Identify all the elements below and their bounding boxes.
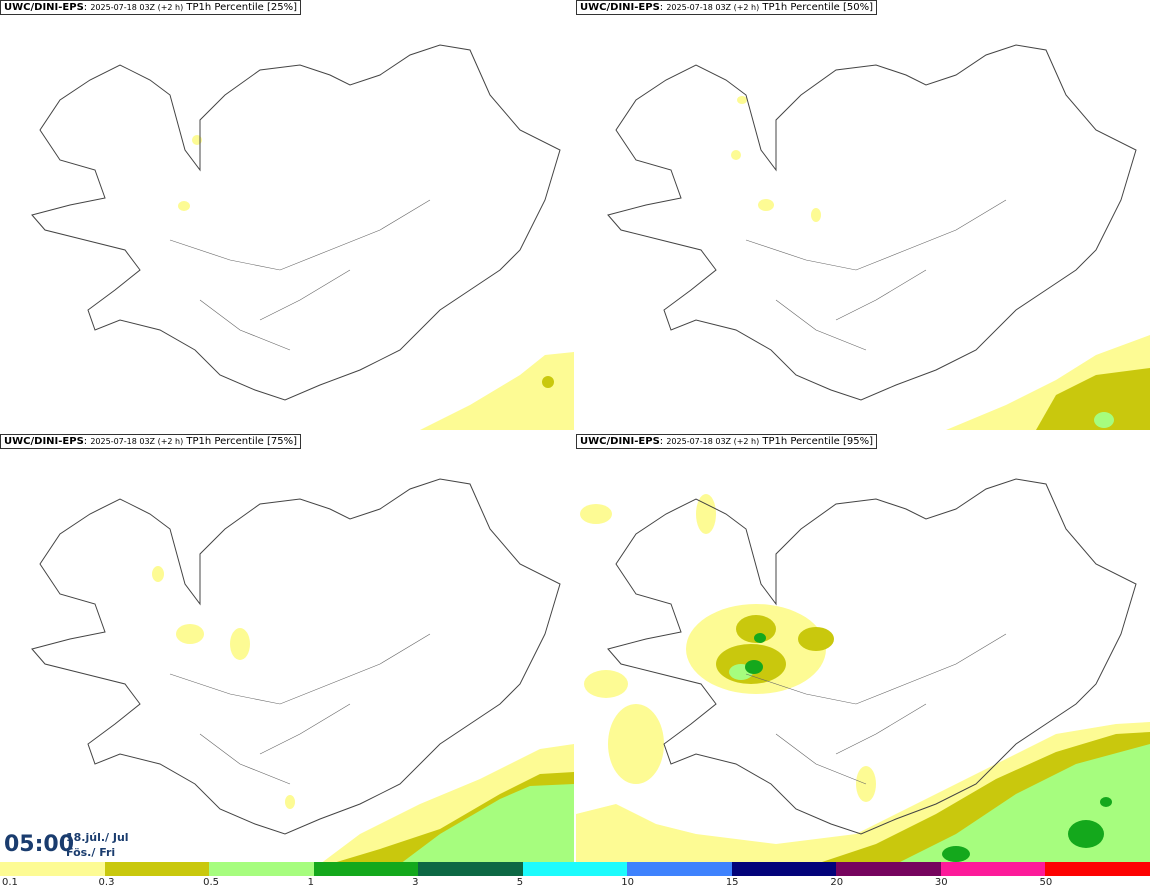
rivers [745,633,1007,785]
panel-title: UWC/DINI-EPS: 2025-07-18 03Z (+2 h) TP1h… [0,0,301,15]
legend-label: 15 [725,877,739,888]
coastline [607,478,1137,835]
legend-swatch [836,862,942,876]
iceland-map [607,44,1150,430]
iceland-map [576,478,1150,864]
legend-swatch [418,862,524,876]
legend-swatch [940,862,1046,876]
coastline [31,44,561,401]
legend-label: 3 [412,877,419,888]
map-panel-p95: UWC/DINI-EPS: 2025-07-18 03Z (+2 h) TP1h… [576,434,1150,864]
rivers [169,199,431,351]
day-label: Fös./ Fri [66,846,116,859]
legend-swatch [0,862,106,876]
precip-areas [178,135,574,430]
precip-areas [731,96,1150,430]
coastline [607,44,1137,401]
valid-date: 18.júl./ Jul Fös./ Fri [66,830,129,860]
legend-label: 5 [516,877,524,888]
legend-swatch [1045,862,1150,876]
legend-label: 0.3 [98,877,115,888]
legend-swatch [313,862,419,876]
map-panel-p50: UWC/DINI-EPS: 2025-07-18 03Z (+2 h) TP1h… [576,0,1150,430]
date-label: 18.júl./ Jul [66,831,129,844]
valid-time-box: 05:00 18.júl./ Jul Fös./ Fri [0,828,154,862]
legend-label: 50 [1039,877,1053,888]
panel-title: UWC/DINI-EPS: 2025-07-18 03Z (+2 h) TP1h… [576,0,877,15]
panel-title: UWC/DINI-EPS: 2025-07-18 03Z (+2 h) TP1h… [0,434,301,449]
legend-swatch [522,862,628,876]
map-panel-p25: UWC/DINI-EPS: 2025-07-18 03Z (+2 h) TP1h… [0,0,574,430]
valid-time: 05:00 [4,832,75,857]
color-legend: 0.1 0.3 0.5 1 3 5 10 15 20 30 50 [0,862,1150,891]
precip-areas [576,494,1150,864]
legend-label: 10 [621,877,634,888]
legend-swatch [627,862,733,876]
legend-label: 0.1 [2,877,18,888]
legend-label: 30 [934,877,948,888]
iceland-map [31,478,574,864]
rivers [745,199,1007,351]
legend-swatch [104,862,210,876]
legend-label: 20 [830,877,844,888]
map-panel-p75: UWC/DINI-EPS: 2025-07-18 03Z (+2 h) TP1h… [0,434,574,864]
legend-label: 0.5 [203,877,219,888]
iceland-map [31,44,574,430]
legend-swatch [209,862,315,876]
panel-title: UWC/DINI-EPS: 2025-07-18 03Z (+2 h) TP1h… [576,434,877,449]
legend-label: 1 [307,877,314,888]
precip-areas [152,566,574,864]
coastline [31,478,561,835]
rivers [169,633,431,785]
legend-swatch [731,862,837,876]
